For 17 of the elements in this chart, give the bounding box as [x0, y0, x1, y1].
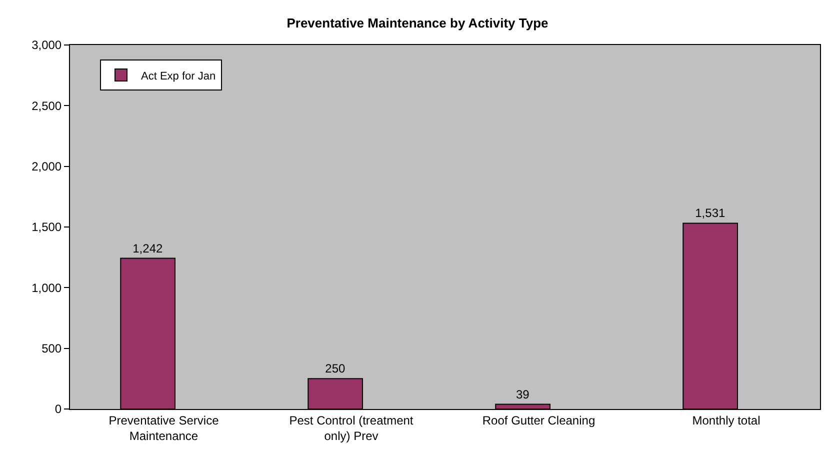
- y-tick-label: 3,000: [32, 38, 62, 52]
- chart-title: Preventative Maintenance by Activity Type: [286, 15, 548, 30]
- x-tick-label: Pest Control (treatment only) Prev: [289, 413, 414, 443]
- y-tick-label: 1,500: [32, 220, 62, 234]
- y-tick-label: 1,000: [32, 280, 62, 295]
- y-tick-label: 0: [54, 402, 62, 416]
- legend-label: Act Exp for Jan: [141, 70, 216, 82]
- x-tick-label: Roof Gutter Cleaning: [482, 413, 596, 428]
- x-tick-label: Monthly total: [692, 413, 760, 428]
- y-tick-label: 2,500: [32, 98, 62, 113]
- y-tick-label: 500: [42, 342, 62, 356]
- text: 1,242: [132, 241, 163, 256]
- text: 39: [516, 387, 530, 402]
- x-tick-label: Preventative Service Maintenance: [108, 413, 220, 443]
- text: 1,531: [695, 206, 726, 220]
- y-tick-label: 2,000: [32, 160, 62, 174]
- text: 250: [325, 362, 346, 376]
